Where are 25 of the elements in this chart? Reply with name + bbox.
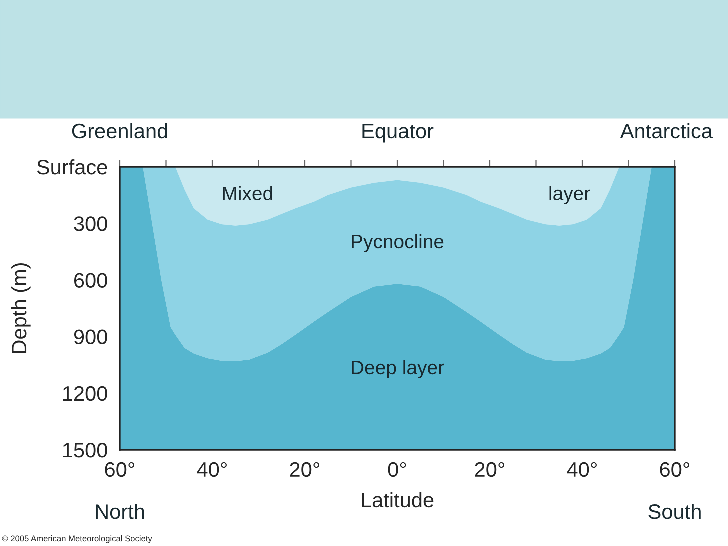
annotation: Pycnocline	[352, 234, 444, 252]
x-tick-label: 20°	[290, 462, 320, 478]
y-axis-title: Depth (m)	[11, 263, 31, 354]
x-tick-label: 60°	[660, 462, 690, 478]
y-tick-label: Surface	[37, 159, 108, 175]
y-tick-label: 900	[74, 330, 108, 345]
x-tick-label: 0°	[388, 462, 406, 478]
text: © 2005 American Meteorological Society	[2, 536, 152, 544]
text: Greenland	[72, 123, 168, 139]
annotation: Mixed	[223, 186, 272, 201]
text: South	[648, 504, 701, 520]
y-tick-label: 300	[74, 216, 108, 232]
annotation: Deep layer	[352, 360, 444, 378]
annotation: layer	[550, 186, 590, 204]
text: Equator	[362, 124, 434, 143]
x-tick-label: 60°	[105, 462, 135, 478]
y-tick-label: 600	[74, 273, 108, 288]
y-tick-label: 1200	[63, 386, 108, 402]
y-tick-label: 1500	[63, 443, 108, 458]
x-axis-title: Latitude	[362, 492, 434, 508]
x-tick-label: 40°	[567, 462, 598, 478]
text: Antarctica	[620, 123, 713, 139]
x-tick-label: 40°	[197, 462, 228, 478]
x-tick-label: 20°	[475, 462, 505, 478]
text: North	[96, 504, 144, 520]
